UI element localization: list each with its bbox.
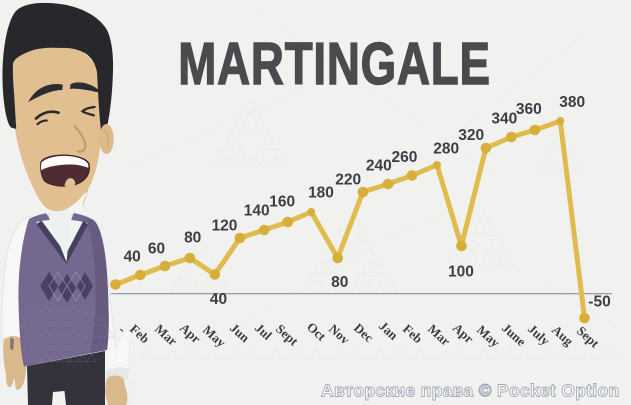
svg-text:60: 60	[148, 241, 165, 258]
svg-text:Авторские права © Pocket Optio: Авторские права © Pocket Option	[321, 381, 620, 401]
svg-text:120: 120	[212, 218, 238, 235]
svg-text:380: 380	[559, 94, 585, 111]
svg-text:340: 340	[491, 111, 517, 128]
svg-text:100: 100	[448, 264, 474, 281]
svg-text:MARTINGALE: MARTINGALE	[178, 31, 490, 97]
svg-text:40: 40	[210, 291, 227, 308]
svg-text:220: 220	[335, 172, 361, 189]
svg-text:-50: -50	[588, 294, 610, 311]
svg-text:160: 160	[269, 194, 295, 211]
svg-text:40: 40	[124, 249, 141, 266]
svg-text:360: 360	[516, 101, 542, 118]
svg-text:140: 140	[244, 203, 270, 220]
svg-text:80: 80	[331, 274, 348, 291]
svg-text:240: 240	[366, 158, 392, 175]
svg-text:260: 260	[391, 149, 417, 166]
svg-text:180: 180	[308, 185, 334, 202]
svg-text:80: 80	[184, 230, 201, 247]
svg-text:320: 320	[458, 127, 484, 144]
svg-text:280: 280	[433, 141, 459, 158]
